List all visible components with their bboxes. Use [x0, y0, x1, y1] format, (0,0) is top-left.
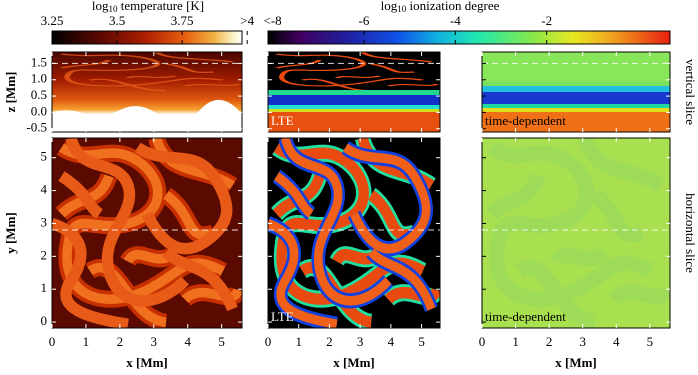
panel-frame [481, 137, 671, 329]
title-part: temperature [K] [118, 0, 205, 13]
row-label: vertical slice [683, 59, 698, 125]
heatmap [268, 138, 440, 328]
x-tick-label: 2 [326, 334, 333, 349]
panel-label: LTE [271, 113, 294, 128]
colorbar-title: log10 temperature [K] [92, 0, 204, 14]
x-tick-label: 0 [479, 334, 486, 349]
x-tick-label: 2 [117, 334, 124, 349]
y-tick-label: 5 [41, 149, 48, 164]
y-tick-label: 0 [41, 313, 48, 328]
x-tick-label: 3 [579, 334, 586, 349]
colorbar-tick-label: -2 [541, 13, 552, 28]
x-tick-label: 5 [418, 334, 425, 349]
axis-label: y [Mm] [3, 212, 18, 254]
heatmap [52, 52, 242, 132]
panel-label: time-dependent [485, 309, 566, 324]
y-tick-label: -0.5 [26, 120, 47, 135]
axis-label: z [Mm] [3, 72, 18, 113]
y-tick-label: 1.5 [31, 54, 47, 69]
x-tick-label: 1 [83, 334, 90, 349]
y-tick-label: 0.0 [31, 103, 47, 118]
y-tick-label: 2 [41, 247, 48, 262]
y-tick-label: 0.5 [31, 87, 47, 102]
colorbar-tick-label: 3.75 [171, 13, 194, 28]
x-tick-label: 4 [613, 334, 620, 349]
x-tick-label: 3 [151, 334, 158, 349]
panel-frame [267, 51, 441, 133]
heatmap [482, 138, 670, 328]
colorbar-tick-label: -4 [450, 13, 461, 28]
colorbar [267, 30, 671, 45]
colorbar-tick-label: <-8 [263, 13, 281, 28]
heatmap [268, 52, 440, 132]
colorbar-title: log10 ionization degree [381, 0, 500, 14]
row-label: horizontal slice [683, 193, 698, 273]
title-part: ionization degree [406, 0, 499, 13]
x-tick-label: 0 [265, 334, 272, 349]
title-part: log [381, 0, 398, 13]
panel-frame [481, 51, 671, 133]
heatmap [482, 52, 670, 132]
x-tick-label: 1 [295, 334, 302, 349]
panel-frame [267, 137, 441, 329]
colorbar-tick-label: -6 [359, 13, 370, 28]
panel-label: LTE [271, 309, 294, 324]
heatmap [52, 138, 242, 328]
x-tick-label: 4 [388, 334, 395, 349]
panel-frame [51, 137, 243, 329]
x-tick-label: 3 [357, 334, 364, 349]
y-tick-label: 4 [41, 182, 48, 197]
panel-label: time-dependent [485, 113, 566, 128]
x-tick-label: 4 [184, 334, 191, 349]
title-part: 10 [397, 4, 407, 14]
y-tick-label: 3 [41, 214, 48, 229]
colorbar-tick-label: 3.25 [41, 13, 64, 28]
x-tick-label: 5 [218, 334, 225, 349]
colorbar [51, 30, 243, 45]
colorbar-tick-label: >4 [240, 13, 254, 28]
axis-label: x [Mm] [333, 355, 375, 370]
x-tick-label: 5 [647, 334, 654, 349]
x-tick-label: 1 [512, 334, 519, 349]
axis-label: x [Mm] [555, 355, 597, 370]
y-tick-label: 1 [41, 280, 48, 295]
colorbar-tick-label: 3.5 [109, 13, 125, 28]
title-part: 10 [109, 4, 119, 14]
x-tick-label: 0 [49, 334, 56, 349]
y-tick-label: 1.0 [31, 71, 47, 86]
panel-frame [51, 51, 243, 133]
title-part: log [92, 0, 109, 13]
x-tick-label: 2 [546, 334, 553, 349]
axis-label: x [Mm] [126, 355, 168, 370]
